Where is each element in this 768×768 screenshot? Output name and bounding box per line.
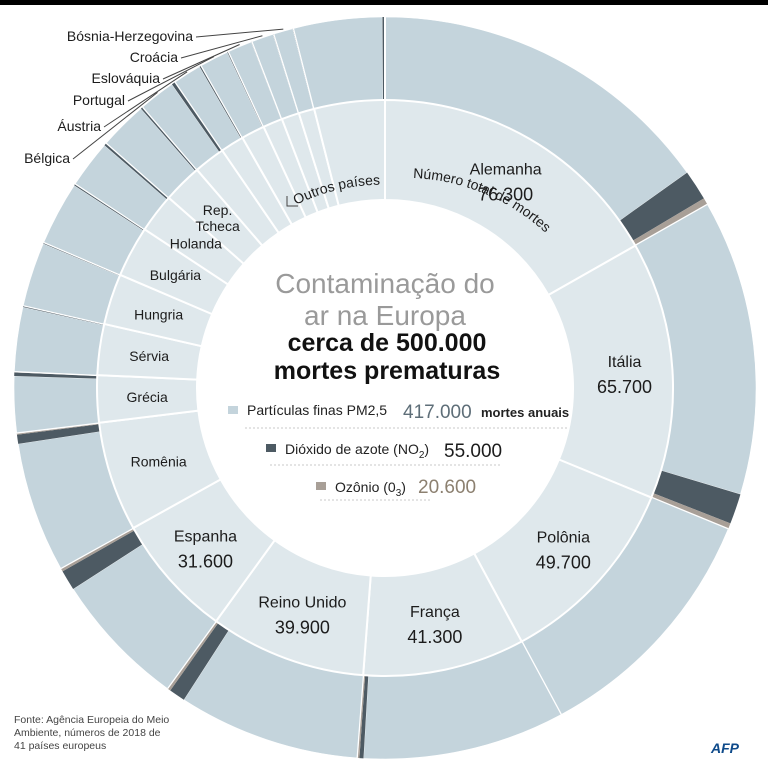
country-name-rep-tcheca-1: Rep. xyxy=(203,202,233,218)
outer-no2-holanda xyxy=(104,143,169,200)
afp-logo: AFP xyxy=(711,740,739,756)
leader-line-austria xyxy=(103,71,188,128)
chart-title-line2: ar na Europa xyxy=(304,300,466,331)
country-name-grecia: Grécia xyxy=(127,389,168,405)
outer-o3-reino-unido xyxy=(167,621,219,691)
chart-subtitle-line1: cerca de 500.000 xyxy=(288,329,487,357)
legend-no2-value: 55.000 xyxy=(444,441,502,462)
legend-o3-close: ) xyxy=(401,479,406,495)
outer-no2-franca xyxy=(359,675,369,759)
label-austria: Áustria xyxy=(57,118,101,134)
outer-ring xyxy=(13,16,757,760)
label-croacia: Croácia xyxy=(130,49,178,65)
country-value-reino-unido: 39.900 xyxy=(275,617,330,637)
legend-pm-swatch xyxy=(228,406,238,414)
leader-lines xyxy=(72,28,284,160)
chart-subtitle-line2: mortes prematuras xyxy=(274,357,500,385)
source-note: Fonte: Agência Europeia do Meio Ambiente… xyxy=(14,714,170,752)
outer-no2-espanha xyxy=(62,530,143,589)
country-name-polonia: Polônia xyxy=(537,530,590,547)
country-name-rep-tcheca-2: Tcheca xyxy=(195,218,240,234)
legend-no2-subscript: 2 xyxy=(419,450,425,461)
outer-o3-espanha xyxy=(60,527,135,572)
country-name-italia: Itália xyxy=(608,354,642,371)
outer-no2-bulgaria xyxy=(74,184,145,231)
country-name-hungria: Hungria xyxy=(134,306,183,322)
legend-o3-label: Ozônio (03) xyxy=(335,479,406,499)
country-labels: Alemanha 76.300 Itália 65.700 Polônia 49.700 F… xyxy=(127,162,652,647)
legend-no2-swatch xyxy=(266,444,276,452)
inner-slice-outros-paises xyxy=(312,98,386,207)
country-value-alemanha: 76.300 xyxy=(478,185,533,205)
outer-no2-reino-unido xyxy=(170,622,229,700)
legend-no2-close: ) xyxy=(424,441,429,457)
country-name-reino-unido: Reino Unido xyxy=(258,594,346,611)
country-name-alemanha: Alemanha xyxy=(470,162,542,179)
country-value-polonia: 49.700 xyxy=(536,553,591,573)
legend-pm-label: Partículas finas PM2,5 xyxy=(247,402,387,418)
legend-no2-text: Dióxido de azote (NO xyxy=(285,441,419,457)
outer-no2-outros-paises xyxy=(382,17,385,101)
country-name-romenia: Romênia xyxy=(131,454,187,470)
other-countries-bracket xyxy=(286,196,298,207)
inner-slice-italia xyxy=(547,244,674,499)
country-name-bulgaria: Bulgária xyxy=(150,267,202,283)
outer-no2-alemanha xyxy=(619,172,704,241)
leader-line-belgica xyxy=(72,92,158,160)
label-eslovaquia: Eslováquia xyxy=(92,70,161,86)
outer-o3-italia xyxy=(651,493,731,530)
country-name-franca: França xyxy=(410,604,460,621)
outer-no2-italia xyxy=(653,470,741,524)
outer-no2-grecia xyxy=(14,372,98,379)
outer-pm-grecia xyxy=(13,375,100,434)
outer-no2-rep-tcheca xyxy=(140,107,197,172)
outer-no2-romenia xyxy=(16,424,101,444)
legend-o3-text: Ozônio (0 xyxy=(335,479,396,495)
country-value-franca: 41.300 xyxy=(407,627,462,647)
top-bar xyxy=(0,0,768,5)
leader-line-bosnia-herzegovina xyxy=(195,28,284,38)
leader-line-eslovaquia xyxy=(162,44,240,80)
inner-ring xyxy=(96,98,674,677)
legend-pm-unit: mortes anuais xyxy=(481,405,569,420)
chart-title-line1: Contaminação do xyxy=(275,268,494,299)
country-name-servia: Sérvia xyxy=(129,348,169,364)
leader-line-portugal xyxy=(127,56,215,102)
outer-o3-alemanha xyxy=(632,198,708,246)
leader-line-croacia xyxy=(180,35,263,59)
label-bosnia: Bósnia-Herzegovina xyxy=(67,28,193,44)
legend-o3-subscript: 3 xyxy=(396,488,402,499)
legend-no2-label: Dióxido de azote (NO2) xyxy=(285,441,429,461)
legend-o3-value: 20.600 xyxy=(418,477,476,498)
legend-o3-swatch xyxy=(316,482,326,490)
label-portugal: Portugal xyxy=(73,92,125,108)
outer-no2-belgica xyxy=(171,82,222,153)
country-name-espanha: Espanha xyxy=(174,528,237,545)
country-value-italia: 65.700 xyxy=(597,377,652,397)
country-value-espanha: 31.600 xyxy=(178,551,233,571)
label-belgica: Bélgica xyxy=(24,150,70,166)
legend-pm-value: 417.000 xyxy=(403,402,472,423)
country-name-holanda: Holanda xyxy=(170,235,222,251)
